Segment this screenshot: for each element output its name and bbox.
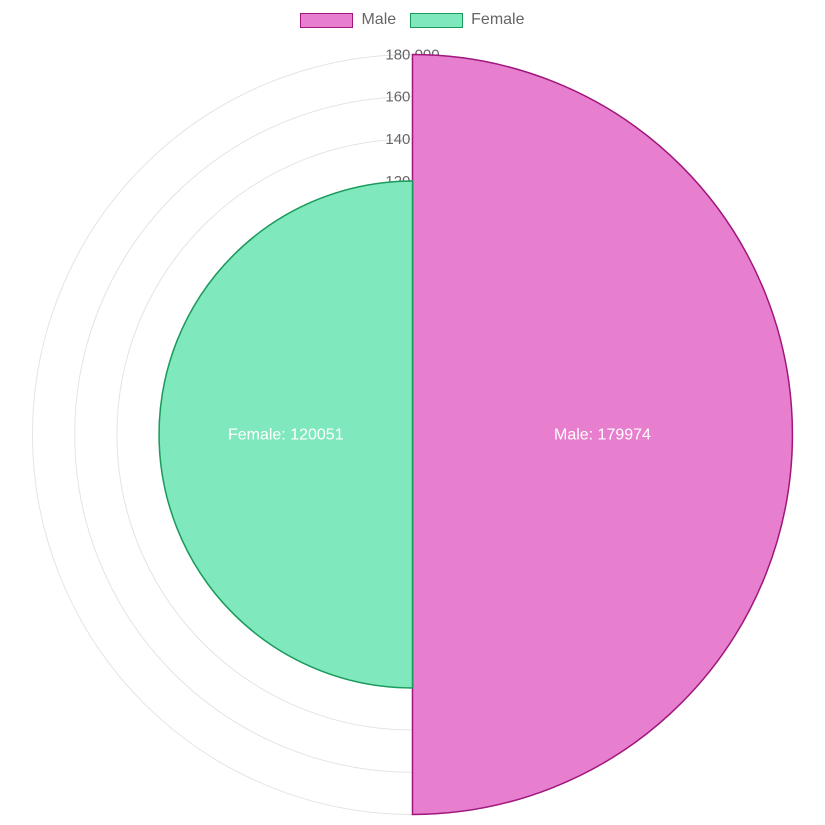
- legend-label-female: Female: [471, 11, 525, 28]
- data-label-male: Male: 179974: [554, 427, 651, 444]
- legend-swatch-female: [410, 12, 464, 28]
- legend-swatch-male: [300, 12, 354, 28]
- slice-male[interactable]: [411, 53, 794, 816]
- data-label-female: Female: 120051: [228, 427, 344, 444]
- slice-female[interactable]: [158, 180, 414, 689]
- legend: Male Female: [0, 11, 825, 29]
- legend-item-male[interactable]: Male: [300, 11, 396, 29]
- legend-item-female[interactable]: Female: [410, 11, 525, 29]
- legend-label-male: Male: [361, 11, 397, 28]
- data-labels: Male: 179974 Female: 120051: [228, 427, 651, 444]
- slices: [158, 53, 794, 816]
